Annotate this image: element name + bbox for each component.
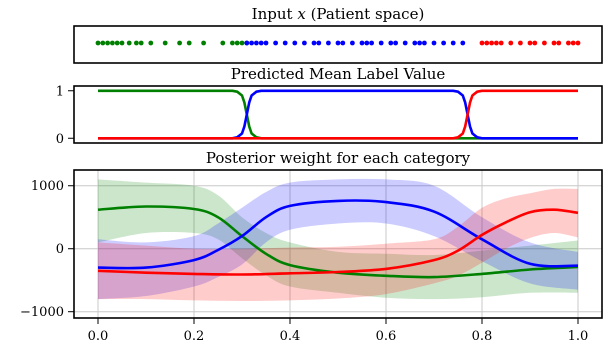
blue-point bbox=[422, 40, 427, 46]
blue-point bbox=[412, 40, 418, 46]
green-point bbox=[239, 40, 245, 46]
panel2-title: Predicted Mean Label Value bbox=[231, 65, 446, 83]
panel3-lines bbox=[97, 199, 579, 279]
blue-point bbox=[359, 40, 365, 46]
blue-point bbox=[450, 40, 456, 46]
blue-point bbox=[273, 40, 278, 46]
blue-point bbox=[282, 40, 288, 46]
blue-point bbox=[249, 40, 255, 46]
red-point bbox=[508, 40, 514, 46]
xtick-label: 0.4 bbox=[280, 329, 301, 344]
blue-point bbox=[340, 40, 346, 46]
panel3-grid bbox=[74, 170, 602, 318]
blue-point bbox=[335, 40, 341, 46]
red-point bbox=[518, 40, 523, 46]
green-point bbox=[119, 40, 125, 46]
panel1-frame bbox=[73, 25, 603, 64]
blue-point bbox=[302, 40, 307, 46]
blue-point bbox=[254, 40, 259, 46]
blue-point bbox=[350, 40, 355, 46]
green-series-line bbox=[98, 89, 578, 140]
green-point bbox=[100, 40, 106, 46]
green-point bbox=[201, 40, 207, 46]
green-point bbox=[177, 40, 183, 46]
blue-point bbox=[441, 40, 446, 46]
xtick-label: 0.8 bbox=[472, 329, 493, 344]
red-point bbox=[551, 40, 557, 46]
blue-point bbox=[460, 40, 466, 46]
red-point bbox=[556, 40, 562, 46]
green-point bbox=[95, 40, 101, 46]
xtick-label: 0.2 bbox=[184, 329, 205, 344]
blue-point bbox=[369, 40, 374, 46]
blue-point bbox=[326, 40, 331, 46]
green-point bbox=[234, 40, 240, 46]
green-point bbox=[186, 40, 192, 46]
panel1-points bbox=[95, 40, 581, 46]
red-point bbox=[542, 40, 547, 46]
green-point bbox=[148, 40, 154, 46]
red-point bbox=[479, 40, 485, 46]
blue-point bbox=[311, 40, 317, 46]
xtick-label: 0.0 bbox=[88, 329, 109, 344]
red-point bbox=[489, 40, 494, 46]
red-point bbox=[566, 40, 571, 46]
panel3-bands bbox=[98, 178, 578, 301]
red-point bbox=[498, 40, 504, 46]
blue-point bbox=[263, 40, 269, 46]
blue-series-line bbox=[98, 89, 578, 140]
ytick-label: −1000 bbox=[20, 305, 64, 320]
xtick-label: 0.6 bbox=[376, 329, 397, 344]
ytick-label: 0 bbox=[56, 242, 64, 257]
xtick-label: 1.0 bbox=[568, 329, 589, 344]
blue-uncertainty-band bbox=[98, 178, 578, 300]
blue-point bbox=[417, 40, 422, 46]
ytick-label: 1000 bbox=[31, 179, 64, 194]
blue-mean-line bbox=[97, 199, 579, 270]
blue-point bbox=[388, 40, 394, 46]
blue-point bbox=[431, 40, 437, 46]
blue-point bbox=[402, 40, 408, 46]
blue-point bbox=[292, 40, 298, 46]
green-point bbox=[105, 40, 110, 46]
red-point bbox=[532, 40, 538, 46]
green-point bbox=[230, 40, 235, 46]
green-point bbox=[162, 40, 168, 46]
red-point bbox=[527, 40, 533, 46]
green-point bbox=[138, 40, 144, 46]
ytick-label: 0 bbox=[56, 132, 64, 147]
red-series-line bbox=[98, 89, 578, 140]
panel3-ticks: 0.0 0.2 0.4 0.6 0.8 1.0 1000 0 −1000 bbox=[20, 179, 588, 344]
blue-point bbox=[393, 40, 398, 46]
green-point bbox=[134, 40, 139, 46]
blue-point bbox=[258, 40, 264, 46]
panel2-lines bbox=[98, 89, 578, 140]
green-uncertainty-band bbox=[98, 179, 578, 300]
red-point bbox=[494, 40, 499, 46]
blue-point bbox=[364, 40, 370, 46]
green-point bbox=[114, 40, 120, 46]
panel3-frame bbox=[73, 169, 603, 319]
red-uncertainty-band bbox=[98, 188, 578, 301]
red-mean-line bbox=[97, 208, 579, 276]
blue-point bbox=[316, 40, 322, 46]
red-point bbox=[575, 40, 581, 46]
red-point bbox=[570, 40, 576, 46]
ytick-label: 1 bbox=[56, 84, 64, 99]
panel1-title: Input x (Patient space) bbox=[252, 5, 425, 23]
green-point bbox=[126, 40, 132, 46]
green-point bbox=[220, 40, 226, 46]
panel3-title: Posterior weight for each category bbox=[206, 149, 471, 167]
green-mean-line bbox=[97, 205, 579, 279]
green-point bbox=[110, 40, 115, 46]
blue-point bbox=[244, 40, 250, 46]
red-point bbox=[484, 40, 490, 46]
panel2-frame bbox=[73, 85, 603, 144]
blue-point bbox=[378, 40, 384, 46]
panel2-yticks: 10 bbox=[56, 84, 74, 147]
